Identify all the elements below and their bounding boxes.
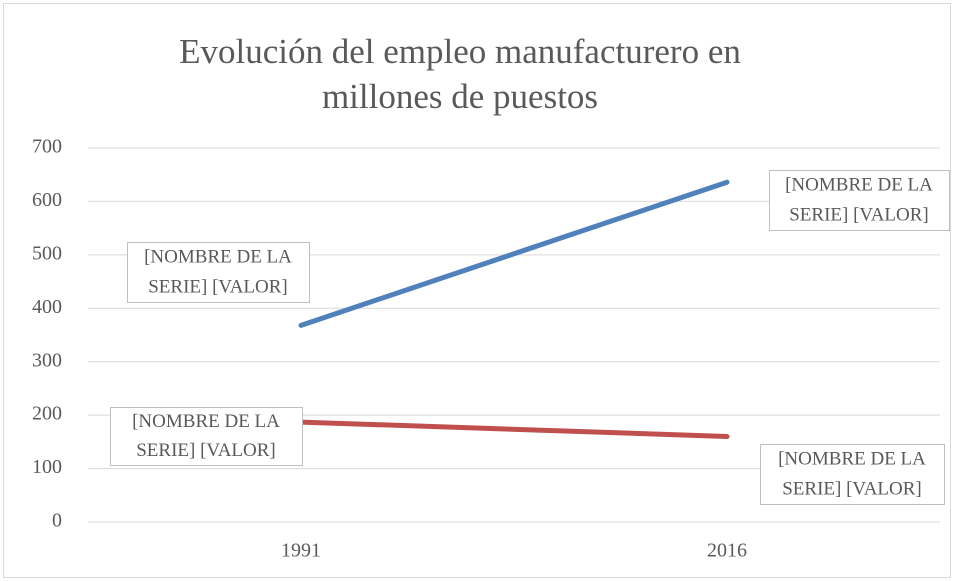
data-label: [NOMBRE DE LA — [785, 174, 933, 195]
y-tick-label: 300 — [32, 349, 62, 371]
y-tick-label: 500 — [32, 242, 62, 264]
series-line — [298, 179, 730, 328]
data-label: [NOMBRE DE LA — [144, 246, 292, 267]
data-label: SERIE] [VALOR] — [136, 440, 276, 461]
y-tick-label: 0 — [52, 510, 62, 532]
data-label-box — [769, 170, 950, 231]
data-label: SERIE] [VALOR] — [148, 276, 288, 297]
y-tick-label: 200 — [32, 403, 62, 425]
data-label-box — [760, 444, 945, 505]
data-label-box — [110, 407, 303, 466]
chart-title: millones de puestos — [322, 77, 598, 116]
y-tick-label: 700 — [32, 136, 62, 158]
x-tick-label: 1991 — [281, 540, 321, 562]
data-label-box — [127, 242, 310, 303]
chart-title: Evolución del empleo manufacturero en — [179, 32, 741, 71]
y-tick-label: 100 — [32, 456, 62, 478]
series-line — [298, 419, 730, 440]
data-label: [NOMBRE DE LA — [778, 448, 926, 469]
x-tick-label: 2016 — [707, 540, 747, 562]
data-label: SERIE] [VALOR] — [782, 478, 922, 499]
data-label: SERIE] [VALOR] — [789, 204, 929, 225]
y-tick-label: 600 — [32, 189, 62, 211]
data-label: [NOMBRE DE LA — [132, 411, 280, 432]
y-tick-label: 400 — [32, 296, 62, 318]
